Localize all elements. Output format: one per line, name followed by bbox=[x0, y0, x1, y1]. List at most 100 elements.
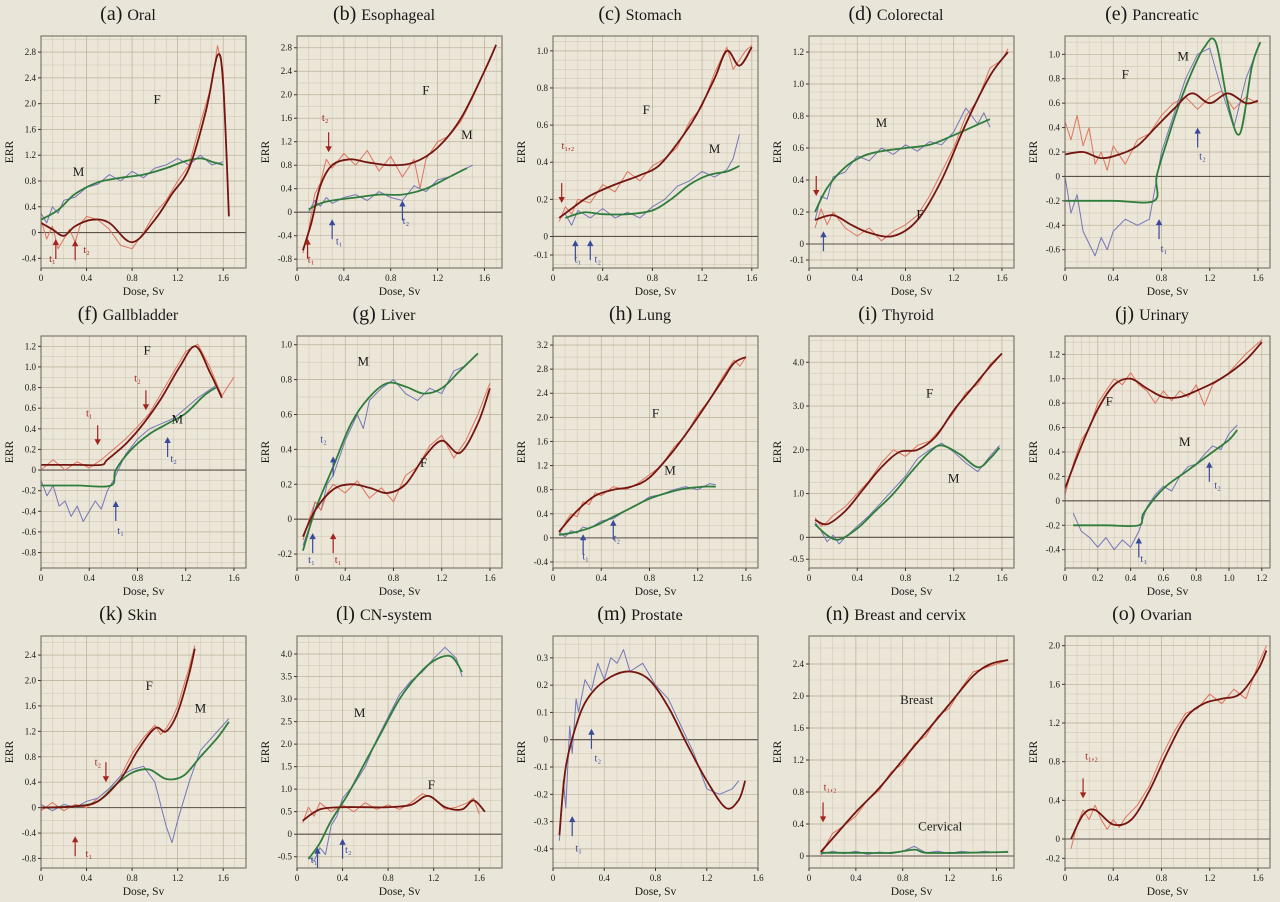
chart-title: (a) Oral bbox=[0, 0, 256, 29]
annotation-arrow-t2 bbox=[610, 519, 617, 540]
y-tick-label: 0.2 bbox=[537, 194, 548, 204]
chart-title: (h) Lung bbox=[512, 300, 768, 329]
annotation-arrow-t1 bbox=[314, 847, 321, 868]
y-axis-label: ERR bbox=[4, 740, 16, 763]
y-axis-label: ERR bbox=[1028, 740, 1040, 763]
y-axis-label: ERR bbox=[772, 740, 784, 763]
annotation-label: t₂ bbox=[134, 373, 141, 384]
annotation-arrow-t1-2 bbox=[1079, 778, 1087, 799]
x-tick-label: 0.4 bbox=[852, 273, 864, 283]
y-tick-label: 2.4 bbox=[537, 388, 549, 398]
series-group bbox=[814, 352, 1003, 545]
annotation-arrow-t1 bbox=[71, 836, 79, 857]
y-tick-label: 0.8 bbox=[25, 383, 37, 393]
x-tick-label: 0 bbox=[807, 873, 812, 883]
annotation-arrow-t1 bbox=[329, 533, 337, 554]
x-tick-label: 1.6 bbox=[991, 873, 1003, 883]
chart-title: (i) Thyroid bbox=[768, 300, 1024, 329]
y-tick-label: 0.6 bbox=[537, 120, 549, 130]
y-tick-label: 1.0 bbox=[25, 362, 37, 372]
chart-letter: (f) bbox=[77, 303, 103, 325]
y-tick-label: 0 bbox=[800, 532, 805, 542]
y-tick-label: 0.4 bbox=[1049, 795, 1061, 805]
y-tick-label: -0.4 bbox=[22, 506, 37, 516]
x-tick-label: 1.6 bbox=[474, 873, 486, 883]
x-tick-label: 0.8 bbox=[126, 873, 138, 883]
series-M-raw bbox=[1065, 47, 1259, 257]
y-tick-label: 2.0 bbox=[25, 99, 37, 109]
y-tick-label: 1.0 bbox=[281, 340, 293, 350]
chart-letter: (k) bbox=[99, 603, 128, 625]
series-M-fit bbox=[814, 444, 1001, 541]
annotation-label: t₂ bbox=[594, 254, 601, 265]
y-tick-label: 1.2 bbox=[25, 341, 36, 351]
plot-prostate: 0 0.4 0.8 1.2 1.6 -0.4 -0.3 -0.2 -0.1 0 0.1 0.2 0.3 D… bbox=[516, 635, 764, 898]
curve-label-m: M bbox=[195, 700, 207, 715]
chart-letter: (c) bbox=[598, 3, 626, 25]
y-tick-label: 2.8 bbox=[537, 364, 549, 374]
x-tick-label: 0.4 bbox=[338, 273, 350, 283]
annotation-label: t₁ bbox=[308, 255, 315, 266]
y-tick-label: 0.4 bbox=[793, 175, 805, 185]
x-axis-label: Dose, Sv bbox=[123, 586, 165, 598]
x-tick-label: 0 bbox=[39, 573, 44, 583]
curve-label-f: F bbox=[144, 343, 151, 358]
series-F-fit bbox=[1065, 341, 1263, 489]
chart-letter: (a) bbox=[100, 3, 128, 25]
chart-name: Gallbladder bbox=[102, 307, 179, 324]
x-tick-label: 0.8 bbox=[897, 873, 909, 883]
annotation-label: t₂ bbox=[83, 245, 90, 256]
y-tick-label: 2.4 bbox=[793, 659, 805, 669]
y-axis-label: ERR bbox=[260, 740, 272, 763]
curve-label-f: F bbox=[1106, 394, 1113, 409]
series-M-raw bbox=[41, 385, 217, 523]
series-M-fit bbox=[558, 670, 747, 836]
x-tick-label: 1.6 bbox=[996, 273, 1008, 283]
y-tick-label: 0 bbox=[32, 803, 37, 813]
y-tick-label: -0.2 bbox=[534, 789, 548, 799]
y-tick-label: 2.8 bbox=[281, 43, 293, 53]
y-tick-label: 0.6 bbox=[1049, 98, 1061, 108]
y-tick-label: 2.0 bbox=[793, 691, 805, 701]
x-tick-label: 0.8 bbox=[900, 573, 912, 583]
annotation-label: t₁ bbox=[1161, 244, 1168, 255]
y-tick-label: 1.6 bbox=[25, 701, 37, 711]
series-group bbox=[558, 44, 753, 226]
y-tick-label: 0.8 bbox=[25, 176, 37, 186]
plot-frame bbox=[808, 635, 1015, 869]
x-tick-label: 1.6 bbox=[228, 573, 240, 583]
y-tick-label: 3.2 bbox=[537, 340, 548, 350]
x-tick-label: 1.2 bbox=[701, 873, 712, 883]
y-tick-label: -0.2 bbox=[278, 549, 292, 559]
y-tick-label: 0.8 bbox=[537, 83, 549, 93]
series-F-fit bbox=[558, 356, 747, 533]
chart-title: (d) Colorectal bbox=[768, 0, 1024, 29]
series-M-fit bbox=[565, 165, 740, 219]
chart-cell-a: (a) Oral 0 0.4 0.8 1.2 1.6 -0.4 0 0.4 0.8 1.2 1.6 2.… bbox=[0, 0, 256, 300]
curve-label-m: M bbox=[358, 354, 370, 369]
chart-name: Breast and cervix bbox=[854, 607, 967, 624]
series-F-raw bbox=[41, 45, 230, 250]
x-tick-label: 0.4 bbox=[1108, 273, 1120, 283]
chart-name: Esophageal bbox=[361, 7, 436, 24]
plot-bg bbox=[809, 36, 1014, 268]
y-tick-label: -0.1 bbox=[534, 250, 548, 260]
x-tick-label: 1.6 bbox=[996, 573, 1008, 583]
series-M-raw bbox=[558, 649, 740, 841]
x-tick-label: 0.8 bbox=[1156, 273, 1168, 283]
y-axis-label: ERR bbox=[4, 140, 16, 163]
annotation-label: t₁ bbox=[86, 408, 93, 419]
plot-esophageal: 0 0.4 0.8 1.2 1.6 -0.8 -0.4 0 0.4 0.8 1.2 1.6 2.0 2.4… bbox=[260, 35, 503, 298]
x-tick-label: 0.4 bbox=[599, 873, 611, 883]
x-tick-label: 0 bbox=[1063, 273, 1068, 283]
x-tick-label: 1.6 bbox=[218, 273, 230, 283]
x-tick-label: 1.2 bbox=[948, 573, 959, 583]
y-tick-label: -0.5 bbox=[278, 852, 293, 862]
chart-letter: (e) bbox=[1105, 3, 1133, 25]
chart-letter: (n) bbox=[825, 603, 855, 625]
y-tick-label: 2.5 bbox=[281, 717, 293, 727]
y-tick-label: 0.2 bbox=[1049, 147, 1060, 157]
y-tick-label: 1.0 bbox=[281, 784, 293, 794]
x-tick-label: 0.8 bbox=[1191, 573, 1203, 583]
x-tick-label: 0 bbox=[295, 873, 300, 883]
